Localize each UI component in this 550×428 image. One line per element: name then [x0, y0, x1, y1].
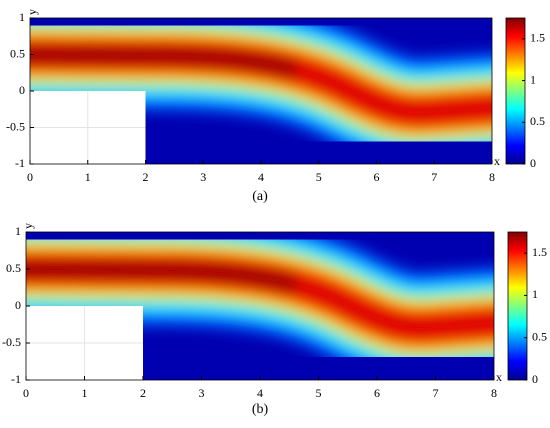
x-tick-label: 2 [143, 170, 149, 184]
x-tick-label: 8 [491, 386, 497, 400]
field [30, 18, 492, 164]
y-tick-label: 0.5 [10, 46, 25, 60]
y-tick-label: 0 [15, 298, 21, 312]
x-tick-label: 8 [489, 170, 495, 184]
colorbar-tick-label: 0.5 [530, 114, 545, 128]
x-tick-label: 7 [433, 386, 439, 400]
x-tick-label: 4 [258, 170, 264, 184]
colorbar-tick-label: 0 [532, 372, 538, 386]
y-tick-label: 1 [15, 224, 21, 238]
caption: (a) [252, 189, 268, 204]
y-tick-label: 0.5 [6, 261, 21, 275]
colorbar [507, 231, 528, 381]
colorbar-tick-label: 1.5 [530, 31, 545, 45]
field-core [30, 45, 299, 80]
x-tick-label: 7 [431, 170, 437, 184]
x-tick-label: 3 [199, 386, 205, 400]
x-tick-label: 5 [316, 170, 322, 184]
x-tick-label: 6 [374, 170, 380, 184]
x-tick-label: 5 [316, 386, 322, 400]
y-tick-label: -0.5 [6, 119, 25, 133]
x-axis-label: x [496, 370, 502, 384]
y-tick-label: 1 [19, 10, 25, 24]
x-tick-label: 1 [85, 170, 91, 184]
x-tick-label: 4 [257, 386, 263, 400]
x-tick-label: 6 [374, 386, 380, 400]
x-axis-label: x [494, 154, 500, 168]
colorbar [505, 17, 526, 165]
colorbar-tick-label: 0.5 [532, 329, 547, 343]
y-axis-label: y [21, 223, 35, 229]
field-core [26, 259, 298, 295]
caption: (b) [252, 402, 269, 417]
field [26, 232, 494, 380]
colorbar-tick-label: 0 [530, 156, 536, 170]
field-bands [30, 18, 492, 164]
x-tick-label: 0 [23, 386, 29, 400]
colorbar-tick-label: 1.5 [532, 245, 547, 259]
y-axis-label: y [25, 9, 39, 15]
field-bands [26, 232, 494, 380]
x-tick-label: 0 [27, 170, 33, 184]
y-tick-label: 0 [19, 83, 25, 97]
y-tick-label: -1 [11, 372, 21, 386]
x-tick-label: 2 [140, 386, 146, 400]
x-tick-label: 3 [200, 170, 206, 184]
plot: 0 1 2 3 4 5 6 7 8 -1 -0.5 0 0.5 1 x y (b) 0 0.5 1 1.5 [2, 223, 547, 417]
colorbar-tick-label: 1 [532, 287, 538, 301]
y-tick-label: -1 [15, 156, 25, 170]
x-tick-label: 1 [82, 386, 88, 400]
plot: 0 1 2 3 4 5 6 7 8 -1 -0.5 0 0.5 1 x y (a) 0 0.5 1 1.5 [6, 9, 545, 204]
colorbar-tick-label: 1 [530, 72, 536, 86]
y-tick-label: -0.5 [2, 335, 21, 349]
